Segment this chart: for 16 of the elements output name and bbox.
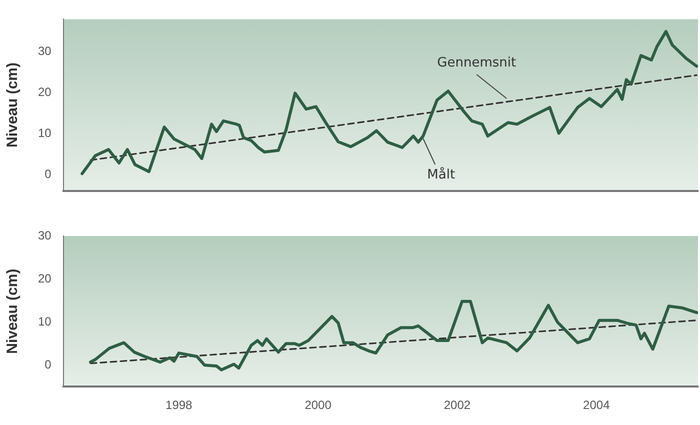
y-tick-label: 10 [38,314,52,328]
y-tick-label: 0 [44,357,52,372]
y-tick-label: 20 [38,271,52,286]
y-tick-label: 30 [38,44,52,58]
y-axis-title: Niveau (cm) [4,62,22,148]
y-tick-label: 0 [44,166,52,181]
y-tick-label: 20 [38,85,52,100]
x-tick-label: 2002 [444,398,471,412]
y-tick-label: 10 [38,126,52,140]
y-axis-title: Niveau (cm) [4,268,22,354]
annotation: Gennemsnit [437,55,516,70]
x-tick-label: 2004 [583,398,610,412]
x-tick-label: 1998 [166,398,193,412]
annotation: Målt [427,166,456,183]
x-tick-label: 2000 [304,398,332,412]
y-tick-label: 30 [38,228,52,242]
